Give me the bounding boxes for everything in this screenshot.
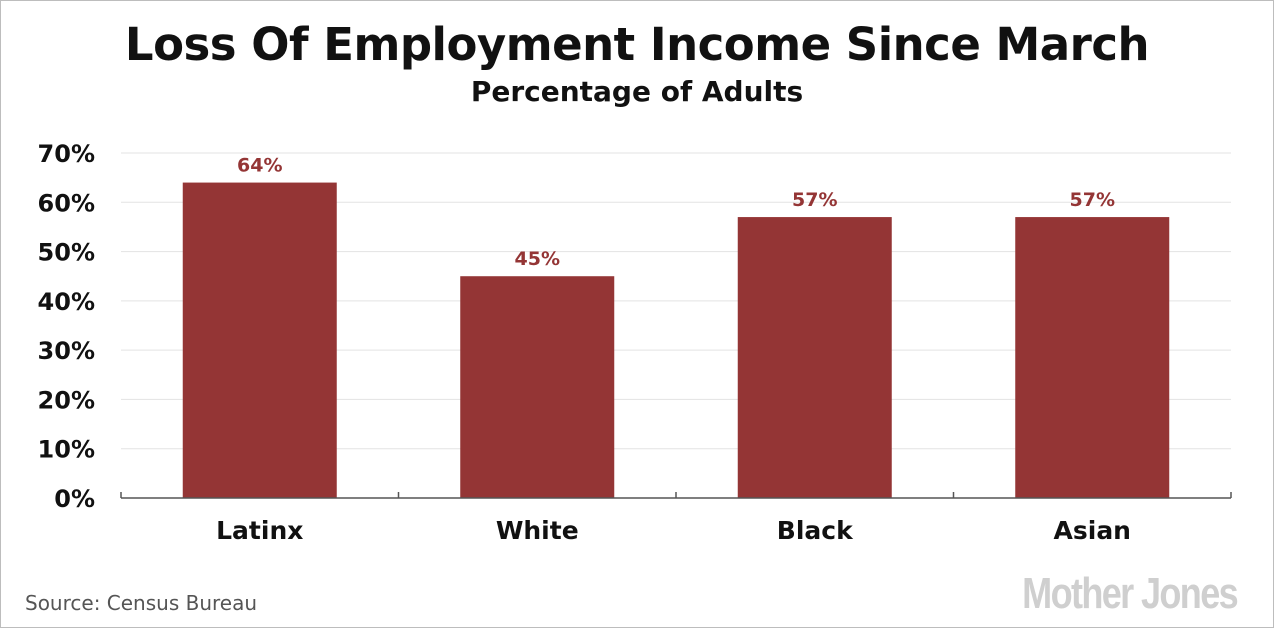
bar — [182, 182, 337, 499]
y-tick-label: 0% — [54, 485, 95, 513]
source-note: Source: Census Bureau — [25, 591, 258, 615]
chart-subtitle: Percentage of Adults — [470, 75, 804, 108]
bar — [1015, 217, 1170, 499]
data-label: 57% — [792, 189, 837, 211]
y-tick-label: 20% — [38, 386, 95, 414]
y-tick-label: 70% — [38, 140, 95, 168]
data-label: 57% — [1070, 189, 1115, 211]
y-tick-label: 10% — [38, 436, 95, 464]
y-tick-label: 30% — [38, 337, 95, 365]
x-tick-label: Black — [777, 516, 854, 545]
bar — [737, 217, 892, 499]
data-label: 45% — [515, 248, 560, 270]
y-tick-label: 60% — [38, 189, 95, 217]
chart-title: Loss Of Employment Income Since March — [124, 18, 1150, 71]
x-tick-label: Latinx — [216, 516, 303, 545]
data-label: 64% — [237, 155, 282, 177]
y-tick-label: 50% — [38, 239, 95, 267]
mother-jones-logo: Mother Jones — [1022, 569, 1239, 618]
x-tick-label: Asian — [1054, 516, 1131, 545]
x-tick-label: White — [496, 516, 579, 545]
bar — [460, 276, 615, 498]
y-tick-label: 40% — [38, 288, 95, 316]
